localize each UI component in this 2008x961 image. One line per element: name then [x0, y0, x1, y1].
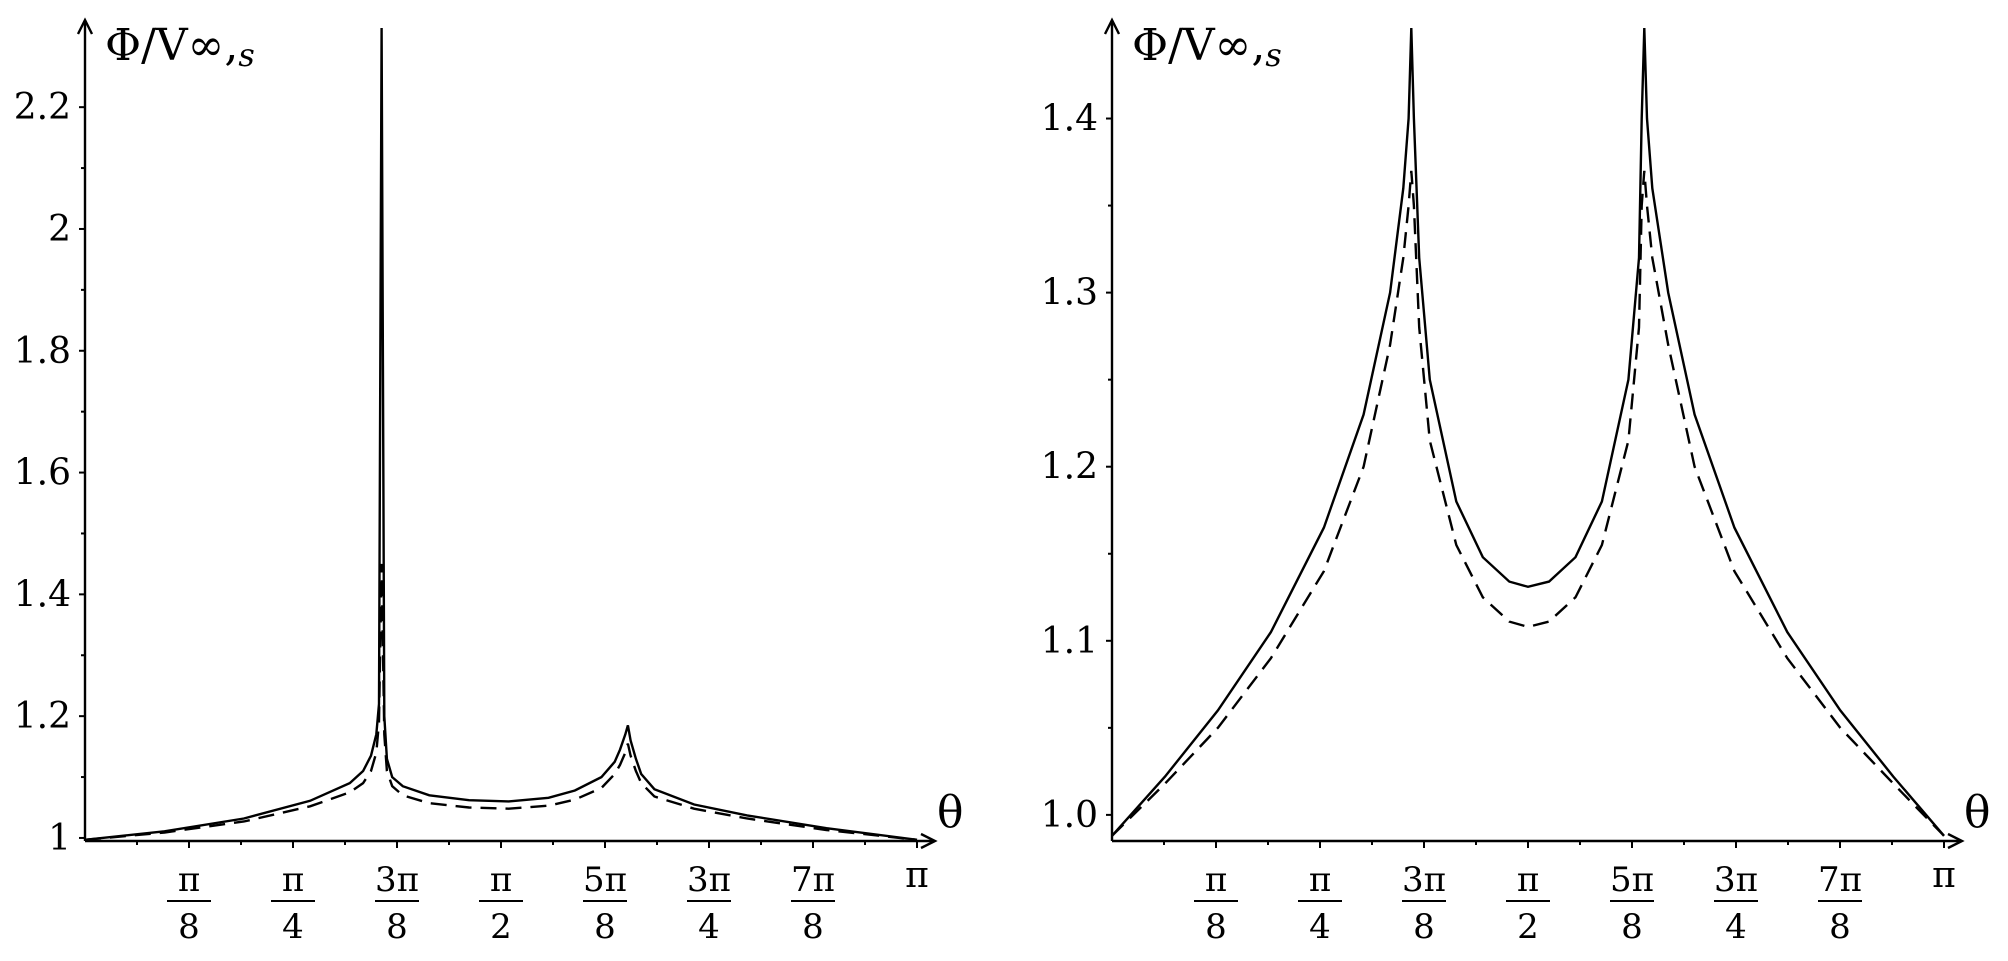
- left-x-tick-denominator: 2: [490, 907, 512, 947]
- left-series-solid-line: [84, 27, 918, 841]
- right-y-tick-label: 1.2: [1041, 447, 1098, 488]
- right-x-arrow-icon: [1947, 832, 1965, 850]
- right-x-tick-denominator: 2: [1517, 907, 1539, 947]
- right-x-tick-numerator: π: [1309, 860, 1331, 900]
- left-chart-panel: Φ/V∞,s θ 1 1.2 1.4 1.6 1.8 2 2.2 π 8 π 4 3π 8 π 2 5π 8 3π 4 7…: [14, 17, 964, 947]
- right-x-tick-label: π: [1932, 855, 1956, 896]
- left-x-tick-numerator: π: [178, 860, 200, 900]
- left-y-axis-title: Φ/V∞,s: [105, 20, 255, 74]
- right-x-tick-numerator: 7π: [1818, 860, 1862, 900]
- left-x-tick-numerator: 3π: [687, 860, 731, 900]
- left-y-tick-label: 1.8: [14, 331, 71, 372]
- right-series-dashed-line: [1111, 170, 1945, 837]
- left-y-tick-label: 2: [48, 209, 71, 250]
- right-y-tick-label: 1.1: [1041, 621, 1098, 662]
- right-x-axis-title: θ: [1964, 787, 1991, 838]
- left-x-tick-denominator: 4: [282, 907, 304, 947]
- left-x-tick-numerator: π: [490, 860, 512, 900]
- left-y-tick-label: 1.4: [14, 574, 71, 615]
- left-x-tick-denominator: 8: [594, 907, 616, 947]
- left-x-arrow-icon: [920, 832, 938, 850]
- left-x-tick-numerator: 7π: [791, 860, 835, 900]
- left-x-tick-numerator: 5π: [583, 860, 627, 900]
- right-series-solid-line: [1111, 27, 1945, 837]
- right-x-tick-denominator: 8: [1829, 907, 1851, 947]
- left-x-tick-denominator: 8: [802, 907, 824, 947]
- right-y-tick-label: 1.3: [1041, 273, 1098, 314]
- right-x-tick-numerator: π: [1205, 860, 1227, 900]
- left-y-arrow-icon: [76, 17, 94, 35]
- left-y-tick-label: 1.6: [14, 453, 71, 494]
- right-x-tick-numerator: π: [1517, 860, 1539, 900]
- right-y-tick-label: 1.4: [1041, 99, 1098, 140]
- right-x-tick-denominator: 8: [1413, 907, 1435, 947]
- right-chart-panel: Φ/V∞,s θ 1.0 1.1 1.2 1.3 1.4 π 8 π 4 3π 8 π 2 5π 8 3π 4 7π 8…: [1041, 17, 1991, 947]
- right-x-tick-numerator: 3π: [1402, 860, 1446, 900]
- left-x-tick-denominator: 8: [178, 907, 200, 947]
- right-x-tick-denominator: 8: [1621, 907, 1643, 947]
- left-y-tick-label: 1.2: [14, 696, 71, 737]
- right-x-tick-denominator: 4: [1309, 907, 1331, 947]
- right-y-arrow-icon: [1103, 17, 1121, 35]
- left-x-tick-label: π: [905, 855, 929, 896]
- left-y-tick-label: 2.2: [14, 87, 71, 128]
- left-series-dashed-line: [84, 563, 918, 841]
- right-y-axis-title: Φ/V∞,s: [1132, 20, 1282, 74]
- left-y-tick-label: 1: [48, 818, 71, 859]
- left-x-tick-denominator: 4: [698, 907, 720, 947]
- left-x-tick-denominator: 8: [386, 907, 408, 947]
- left-x-tick-numerator: 3π: [375, 860, 419, 900]
- right-x-tick-denominator: 8: [1205, 907, 1227, 947]
- left-x-axis-title: θ: [937, 787, 964, 838]
- right-x-tick-denominator: 4: [1725, 907, 1747, 947]
- left-x-tick-numerator: π: [282, 860, 304, 900]
- right-x-tick-numerator: 5π: [1610, 860, 1654, 900]
- right-x-tick-numerator: 3π: [1714, 860, 1758, 900]
- right-y-tick-label: 1.0: [1041, 795, 1098, 836]
